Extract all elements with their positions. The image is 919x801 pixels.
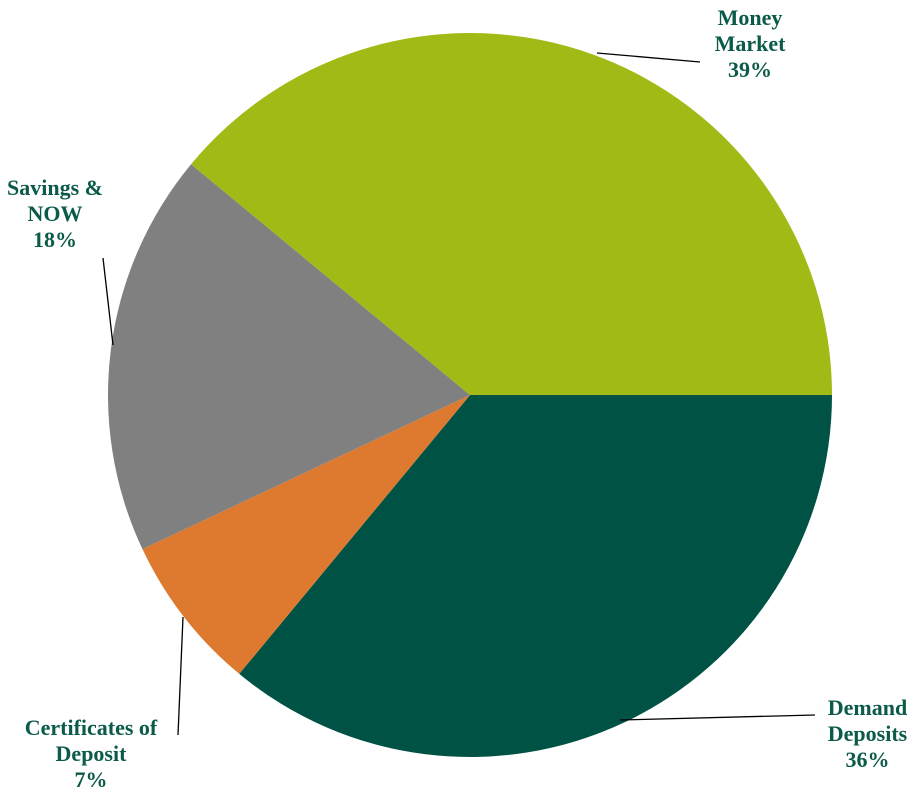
slice-label: Demand Deposits 36% bbox=[800, 695, 919, 773]
slice-label: Money Market 39% bbox=[690, 5, 810, 83]
pie-slice bbox=[142, 395, 470, 674]
leader-line bbox=[619, 714, 816, 721]
leader-line bbox=[596, 52, 701, 63]
category-name: Demand Deposits bbox=[827, 695, 908, 746]
pie-slice bbox=[239, 395, 833, 757]
percent-label: 18% bbox=[33, 227, 77, 252]
percent-label: 7% bbox=[74, 767, 108, 792]
pie-slice bbox=[107, 164, 470, 550]
percent-label: 39% bbox=[728, 57, 772, 82]
leader-line bbox=[102, 257, 114, 346]
pie-slice bbox=[191, 32, 832, 395]
slice-label: Savings & NOW 18% bbox=[0, 175, 110, 253]
category-name: Money Market bbox=[714, 5, 786, 56]
leader-line bbox=[177, 616, 184, 736]
slice-label: Certificates of Deposit 7% bbox=[0, 715, 182, 793]
percent-label: 36% bbox=[845, 747, 890, 772]
category-name: Certificates of Deposit bbox=[24, 715, 158, 766]
category-name: Savings & NOW bbox=[7, 175, 103, 226]
